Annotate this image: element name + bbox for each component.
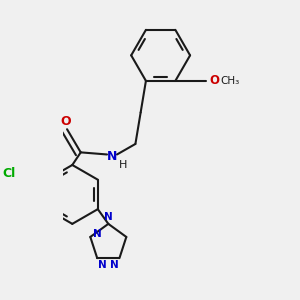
Text: CH₃: CH₃ [220,76,240,86]
Text: O: O [61,116,71,128]
Text: O: O [209,74,219,87]
Text: H: H [118,160,127,170]
Text: N: N [98,260,107,271]
Text: Cl: Cl [2,167,15,180]
Text: N: N [104,212,113,221]
Text: N: N [110,260,118,271]
Text: N: N [93,229,102,239]
Text: N: N [107,150,118,163]
